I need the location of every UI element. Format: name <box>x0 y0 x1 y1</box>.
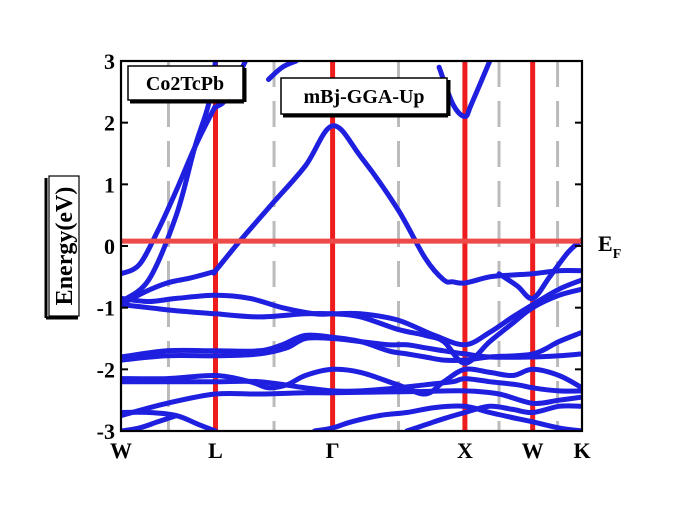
y-tick-label: -2 <box>97 357 115 382</box>
band-curve <box>404 403 582 431</box>
x-tick-label: W <box>110 438 132 463</box>
band-curve <box>121 335 582 363</box>
x-tick-label: X <box>457 438 473 463</box>
y-ticks: -3 -2 -1 0 1 2 3 <box>97 49 582 444</box>
y-tick-label: 0 <box>104 234 115 259</box>
y-tick-label: 3 <box>104 49 115 74</box>
band-curve <box>121 277 582 348</box>
y-tick-label: -3 <box>97 419 115 444</box>
y-tick-label: 1 <box>104 172 115 197</box>
y-tick-label: 2 <box>104 111 115 136</box>
band-curve <box>266 61 299 82</box>
dashed-path-lines <box>166 61 560 431</box>
y-tick-label: -1 <box>97 296 115 321</box>
fermi-label: EF <box>598 231 621 262</box>
band-curve <box>312 403 582 431</box>
x-tick-label: W <box>522 438 544 463</box>
y-axis-label: Energy(eV) <box>52 187 78 306</box>
material-label: Co2TcPb <box>146 73 224 95</box>
method-label-box: mBj-GGA-Up <box>280 77 451 118</box>
x-tick-label: L <box>208 438 223 463</box>
band-curve <box>121 413 179 431</box>
y-axis-label-box: Energy(eV) <box>44 175 80 320</box>
x-tick-label: Γ <box>326 438 340 463</box>
band-curve <box>121 376 582 394</box>
band-curves <box>121 61 582 431</box>
method-label: mBj-GGA-Up <box>303 86 424 108</box>
x-tick-label: K <box>573 438 590 463</box>
band-curve <box>121 286 582 366</box>
band-curve <box>121 388 582 419</box>
material-label-box: Co2TcPb <box>127 65 247 104</box>
band-curve <box>496 237 582 301</box>
